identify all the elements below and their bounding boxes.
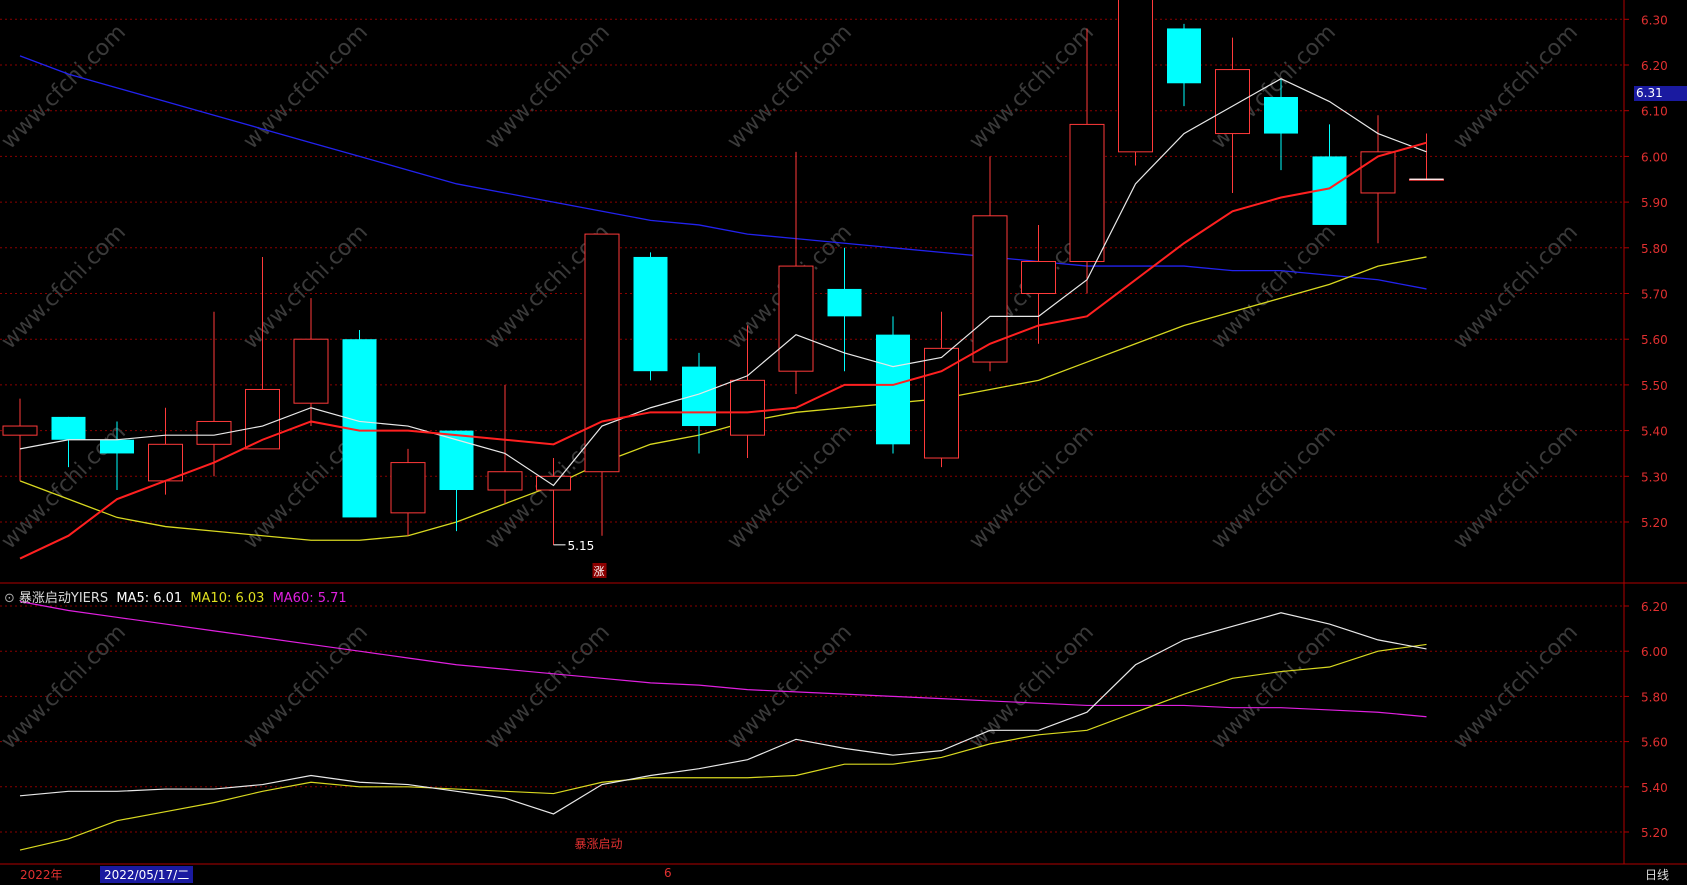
- watermark-text: www.cfchi.com: [965, 420, 1099, 554]
- watermark-text: www.cfchi.com: [0, 20, 131, 154]
- candle-body-up: [730, 379, 765, 436]
- watermark-text: www.cfchi.com: [239, 620, 373, 754]
- legend-ma10: MA10: 6.03: [190, 591, 265, 606]
- watermark-text: www.cfchi.com: [1449, 20, 1583, 154]
- candle-body-up: [778, 265, 814, 372]
- candle-body-down: [633, 256, 668, 372]
- y-tick-label: 5.60: [1641, 333, 1668, 347]
- candle-body-up: [584, 233, 620, 473]
- low-label: 5.15: [568, 539, 595, 553]
- y-tick-label: 6.20: [1641, 59, 1668, 73]
- candle-body-up: [536, 475, 571, 491]
- watermark-text: www.cfchi.com: [239, 20, 373, 154]
- y-tick-label: 6.30: [1641, 13, 1668, 27]
- collapse-icon[interactable]: ⊙: [4, 591, 15, 606]
- sub-ma60-line: [19, 600, 1427, 718]
- watermark-text: www.cfchi.com: [1449, 220, 1583, 354]
- watermark-text: www.cfchi.com: [1449, 620, 1583, 754]
- period-button[interactable]: 日线: [1645, 868, 1670, 882]
- watermark-text: www.cfchi.com: [481, 20, 615, 154]
- ma-red-line: [19, 141, 1427, 560]
- sub-y-tick-label: 5.60: [1641, 736, 1668, 750]
- watermark-text: www.cfchi.com: [0, 620, 131, 754]
- sub-y-tick-label: 6.20: [1641, 600, 1668, 614]
- watermark-text: www.cfchi.com: [1449, 420, 1583, 554]
- y-tick-label: 5.90: [1641, 196, 1668, 210]
- indicator-legend: ⊙ 暴涨启动YIERS MA5: 6.01 MA10: 6.03 MA60: 5.…: [4, 587, 351, 606]
- watermark-text: www.cfchi.com: [723, 620, 857, 754]
- y-tick-label: 5.30: [1641, 470, 1668, 484]
- candle-body-up: [1021, 261, 1056, 295]
- candle-body-up: [487, 471, 523, 491]
- axis-month-label: 6: [664, 866, 672, 880]
- indicator-name[interactable]: 暴涨启动YIERS: [18, 591, 109, 606]
- candle-body-up: [148, 443, 183, 482]
- y-tick-label: 5.50: [1641, 379, 1668, 393]
- candle-body-up: [1215, 69, 1250, 135]
- y-tick-label: 5.80: [1641, 242, 1668, 256]
- candle-body-down: [682, 366, 716, 427]
- candle-body-down: [876, 334, 910, 445]
- candle-body-down: [1167, 28, 1201, 84]
- candle-body-up: [1069, 123, 1105, 263]
- ma-yellow-line: [19, 256, 1427, 541]
- candle-body-up: [293, 338, 329, 404]
- candle-body-down: [827, 288, 862, 317]
- watermark-text: www.cfchi.com: [723, 420, 857, 554]
- y-tick-label: 5.70: [1641, 288, 1668, 302]
- sub-y-tick-label: 5.80: [1641, 690, 1668, 704]
- sub-ma10-line: [19, 643, 1427, 851]
- y-tick-label: 6.10: [1641, 105, 1668, 119]
- candle-body-down: [1264, 96, 1298, 134]
- cursor-date-label: 2022/05/17/二: [100, 866, 194, 883]
- y-tick-label: 5.20: [1641, 516, 1668, 530]
- sub-y-tick-label: 5.40: [1641, 781, 1668, 795]
- y-tick-label: 5.40: [1641, 425, 1668, 439]
- candle-body-down: [439, 430, 474, 491]
- watermark-text: www.cfchi.com: [239, 220, 373, 354]
- watermark-text: www.cfchi.com: [723, 20, 857, 154]
- candle-body-down: [100, 439, 134, 454]
- watermark-text: www.cfchi.com: [481, 620, 615, 754]
- y-tick-label: 6.00: [1641, 150, 1668, 164]
- signal-marker-bg: [592, 563, 607, 578]
- candle-body-up: [1360, 151, 1396, 194]
- signal-marker: 涨: [594, 565, 605, 578]
- axis-year-label: 2022年: [20, 868, 63, 882]
- watermark-text: www.cfchi.com: [965, 620, 1099, 754]
- watermark-text: www.cfchi.com: [0, 220, 131, 354]
- signal-text: 暴涨启动: [575, 836, 623, 851]
- watermark-text: www.cfchi.com: [1207, 420, 1341, 554]
- watermark-text: www.cfchi.com: [1207, 620, 1341, 754]
- candle-body-up: [390, 462, 426, 514]
- sub-y-tick-label: 6.00: [1641, 645, 1668, 659]
- sub-ma5-line: [19, 612, 1427, 815]
- sub-y-tick-label: 5.20: [1641, 826, 1668, 840]
- current-price-tag: 6.31: [1634, 86, 1687, 101]
- candle-body-up: [972, 215, 1008, 363]
- ma-white-line: [19, 78, 1427, 487]
- candle-body-up: [1118, 0, 1153, 153]
- candle-body-up: [924, 347, 959, 459]
- candle-body-up: [2, 425, 38, 436]
- legend-ma60: MA60: 5.71: [272, 591, 347, 606]
- candle-body-up: [196, 420, 232, 445]
- ma-blue-line: [19, 55, 1427, 290]
- legend-ma5: MA5: 6.01: [116, 591, 183, 606]
- candle-body-down: [51, 416, 86, 440]
